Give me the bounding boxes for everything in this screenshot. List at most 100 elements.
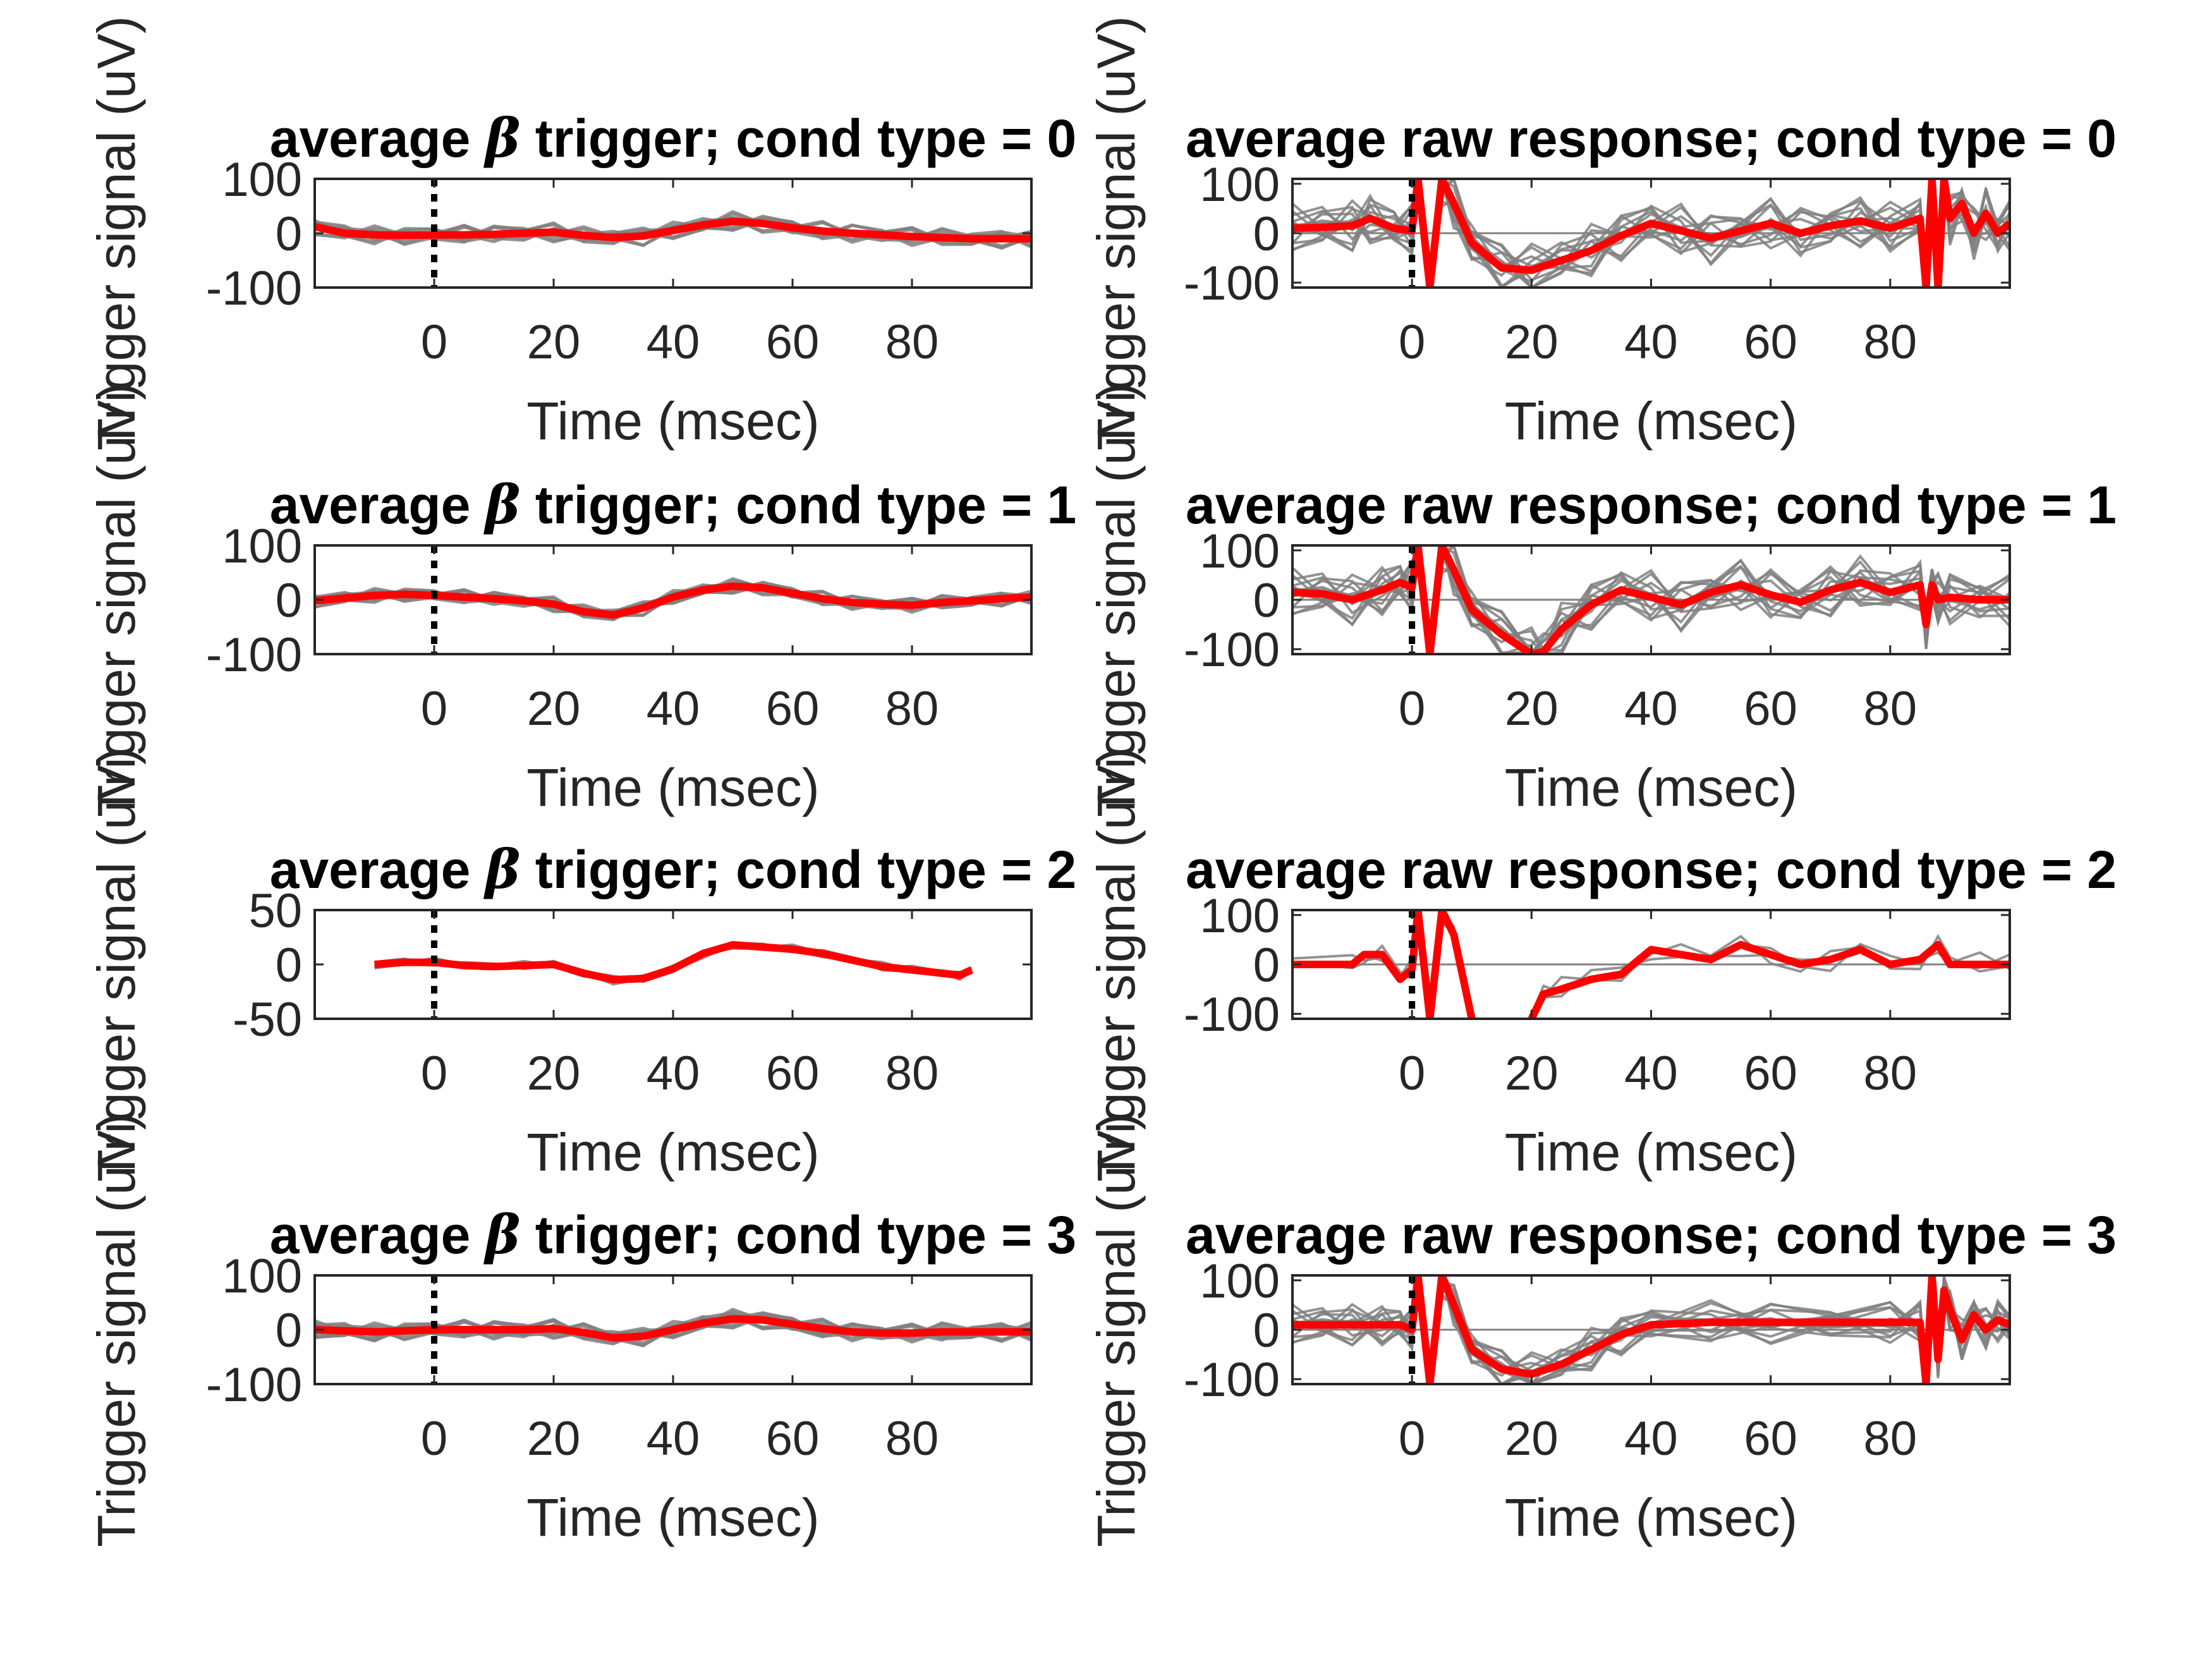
panel-3-xtick-label-2: 40	[1624, 682, 1678, 736]
panel-5-ytick-label-0: -100	[1184, 988, 1280, 1042]
panel-1-title: average raw response; cond type = 0	[1186, 109, 2117, 168]
panel-4-title-symbol: β	[483, 838, 521, 901]
panel-1-xtick-label-1: 20	[1505, 315, 1559, 369]
panel-5-plot-area	[1292, 910, 2010, 1019]
panel-7-xtick-label-0: 0	[1399, 1412, 1425, 1466]
panel-6-ytick-label-1: 0	[276, 1304, 302, 1358]
panel-3-plot-area	[1292, 545, 2010, 654]
panel-4-xtick-label-0: 0	[421, 1047, 447, 1100]
panel-5-xtick-label-2: 40	[1624, 1047, 1678, 1100]
panel-5-xtick-label-0: 0	[1399, 1047, 1425, 1100]
panel-4-xtick-label-3: 60	[766, 1047, 820, 1100]
panel-2-xtick-label-0: 0	[421, 682, 447, 736]
panel-2-xtick-label-3: 60	[766, 682, 820, 736]
panel-0-xlabel: Time (msec)	[526, 391, 820, 451]
panel-7-ytick-label-2: 100	[1200, 1255, 1280, 1308]
panel-4-ytick-label-0: -50	[233, 993, 302, 1047]
panel-0-xtick-label-4: 80	[885, 315, 939, 369]
panel-1-plot-area	[1292, 179, 2010, 288]
panel-7-plot-area	[1292, 1275, 2010, 1384]
panel-2-ytick-label-0: -100	[206, 628, 302, 682]
panel-0-title: average β trigger; cond type = 0	[270, 107, 1077, 169]
panel-5-xtick-label-1: 20	[1505, 1047, 1559, 1100]
panel-6-ytick-label-2: 100	[222, 1249, 302, 1303]
panel-6-trial-8	[315, 1315, 1031, 1342]
panel-2-title-prefix: average	[270, 475, 485, 535]
panel-2-xtick-label-1: 20	[527, 682, 581, 736]
panel-3-ytick-label-1: 0	[1253, 574, 1280, 628]
panel-5-mean-line	[1292, 910, 2010, 1019]
panel-6-mean-line	[315, 1315, 1031, 1342]
panel-2-ytick-label-1: 0	[276, 574, 302, 628]
panel-0-xtick-label-1: 20	[527, 315, 581, 369]
panel-3-mean-line	[1292, 545, 2010, 654]
panel-1-xtick-label-4: 80	[1864, 315, 1917, 369]
panel-4-ylabel: Trigger signal (uV)	[87, 747, 146, 1182]
panel-0-xtick-label-3: 60	[766, 315, 820, 369]
panel-0-ytick-label-1: 0	[276, 207, 302, 261]
panel-4-title-suffix: trigger; cond type = 2	[520, 840, 1076, 899]
panel-4-ytick-label-1: 0	[276, 939, 302, 992]
panel-2-xtick-label-4: 80	[885, 682, 939, 736]
panel-1-xlabel: Time (msec)	[1505, 391, 1798, 451]
panel-6-xtick-label-1: 20	[527, 1412, 581, 1466]
panel-0-xtick-label-2: 40	[647, 315, 700, 369]
panel-6-xlabel: Time (msec)	[526, 1488, 820, 1547]
panel-4-ytick-label-2: 50	[248, 884, 302, 938]
panel-2-xlabel: Time (msec)	[526, 758, 820, 817]
panel-5-xtick-label-3: 60	[1744, 1047, 1797, 1100]
panel-0-title-suffix: trigger; cond type = 0	[520, 109, 1076, 168]
panel-1-ytick-label-1: 0	[1253, 207, 1280, 261]
panel-0-title-prefix: average	[270, 109, 485, 168]
panel-0-ylabel: Trigger signal (uV)	[87, 16, 146, 451]
panel-3-xtick-label-0: 0	[1399, 682, 1425, 736]
panel-2-ytick-label-2: 100	[222, 520, 302, 573]
panel-7-ytick-label-1: 0	[1253, 1304, 1280, 1358]
panel-6-xtick-label-0: 0	[421, 1412, 447, 1466]
panel-6-plot-area	[315, 1308, 1031, 1347]
panel-3-title: average raw response; cond type = 1	[1186, 475, 2117, 535]
panel-5-xlabel: Time (msec)	[1505, 1122, 1798, 1182]
panel-3-xtick-label-3: 60	[1744, 682, 1797, 736]
panel-7-xlabel: Time (msec)	[1505, 1488, 1798, 1547]
panel-0-xtick-label-0: 0	[421, 315, 447, 369]
panel-6-title: average β trigger; cond type = 3	[270, 1203, 1077, 1266]
panel-6-xtick-label-3: 60	[766, 1412, 820, 1466]
panel-1-xtick-label-0: 0	[1399, 315, 1425, 369]
panel-6-xtick-label-2: 40	[647, 1412, 700, 1466]
panel-4-mean-line	[374, 941, 973, 984]
panel-0-ytick-label-2: 100	[222, 153, 302, 207]
panel-6-xtick-label-4: 80	[885, 1412, 939, 1466]
panel-2-ylabel: Trigger signal (uV)	[87, 382, 146, 817]
panel-6-title-suffix: trigger; cond type = 3	[520, 1205, 1076, 1265]
panel-7-ylabel: Trigger signal (uV)	[1086, 1112, 1146, 1547]
panel-1-ytick-label-2: 100	[1200, 158, 1280, 212]
panel-7-xtick-label-4: 80	[1864, 1412, 1917, 1466]
panel-3-ytick-label-0: -100	[1184, 623, 1280, 677]
panel-5-title: average raw response; cond type = 2	[1186, 840, 2117, 899]
panel-3-xtick-label-1: 20	[1505, 682, 1559, 736]
panel-0-ytick-label-0: -100	[206, 262, 302, 315]
panel-4-title: average β trigger; cond type = 2	[270, 838, 1077, 901]
panel-2-title-symbol: β	[483, 473, 521, 536]
panel-3-xlabel: Time (msec)	[1505, 758, 1798, 817]
panel-1-ytick-label-0: -100	[1184, 257, 1280, 310]
panel-1-xtick-label-3: 60	[1744, 315, 1797, 369]
panel-2-title-suffix: trigger; cond type = 1	[520, 475, 1076, 535]
panel-7-title: average raw response; cond type = 3	[1186, 1205, 2117, 1265]
panel-5-ytick-label-2: 100	[1200, 889, 1280, 943]
panel-4-plot-area	[374, 941, 973, 986]
panel-4-xtick-label-4: 80	[885, 1047, 939, 1100]
panel-6-title-prefix: average	[270, 1205, 485, 1265]
panel-2-title: average β trigger; cond type = 1	[270, 473, 1077, 536]
panel-7-xtick-label-1: 20	[1505, 1412, 1559, 1466]
panel-0-trial-8	[315, 218, 1031, 248]
panel-7-ytick-label-0: -100	[1184, 1353, 1280, 1407]
